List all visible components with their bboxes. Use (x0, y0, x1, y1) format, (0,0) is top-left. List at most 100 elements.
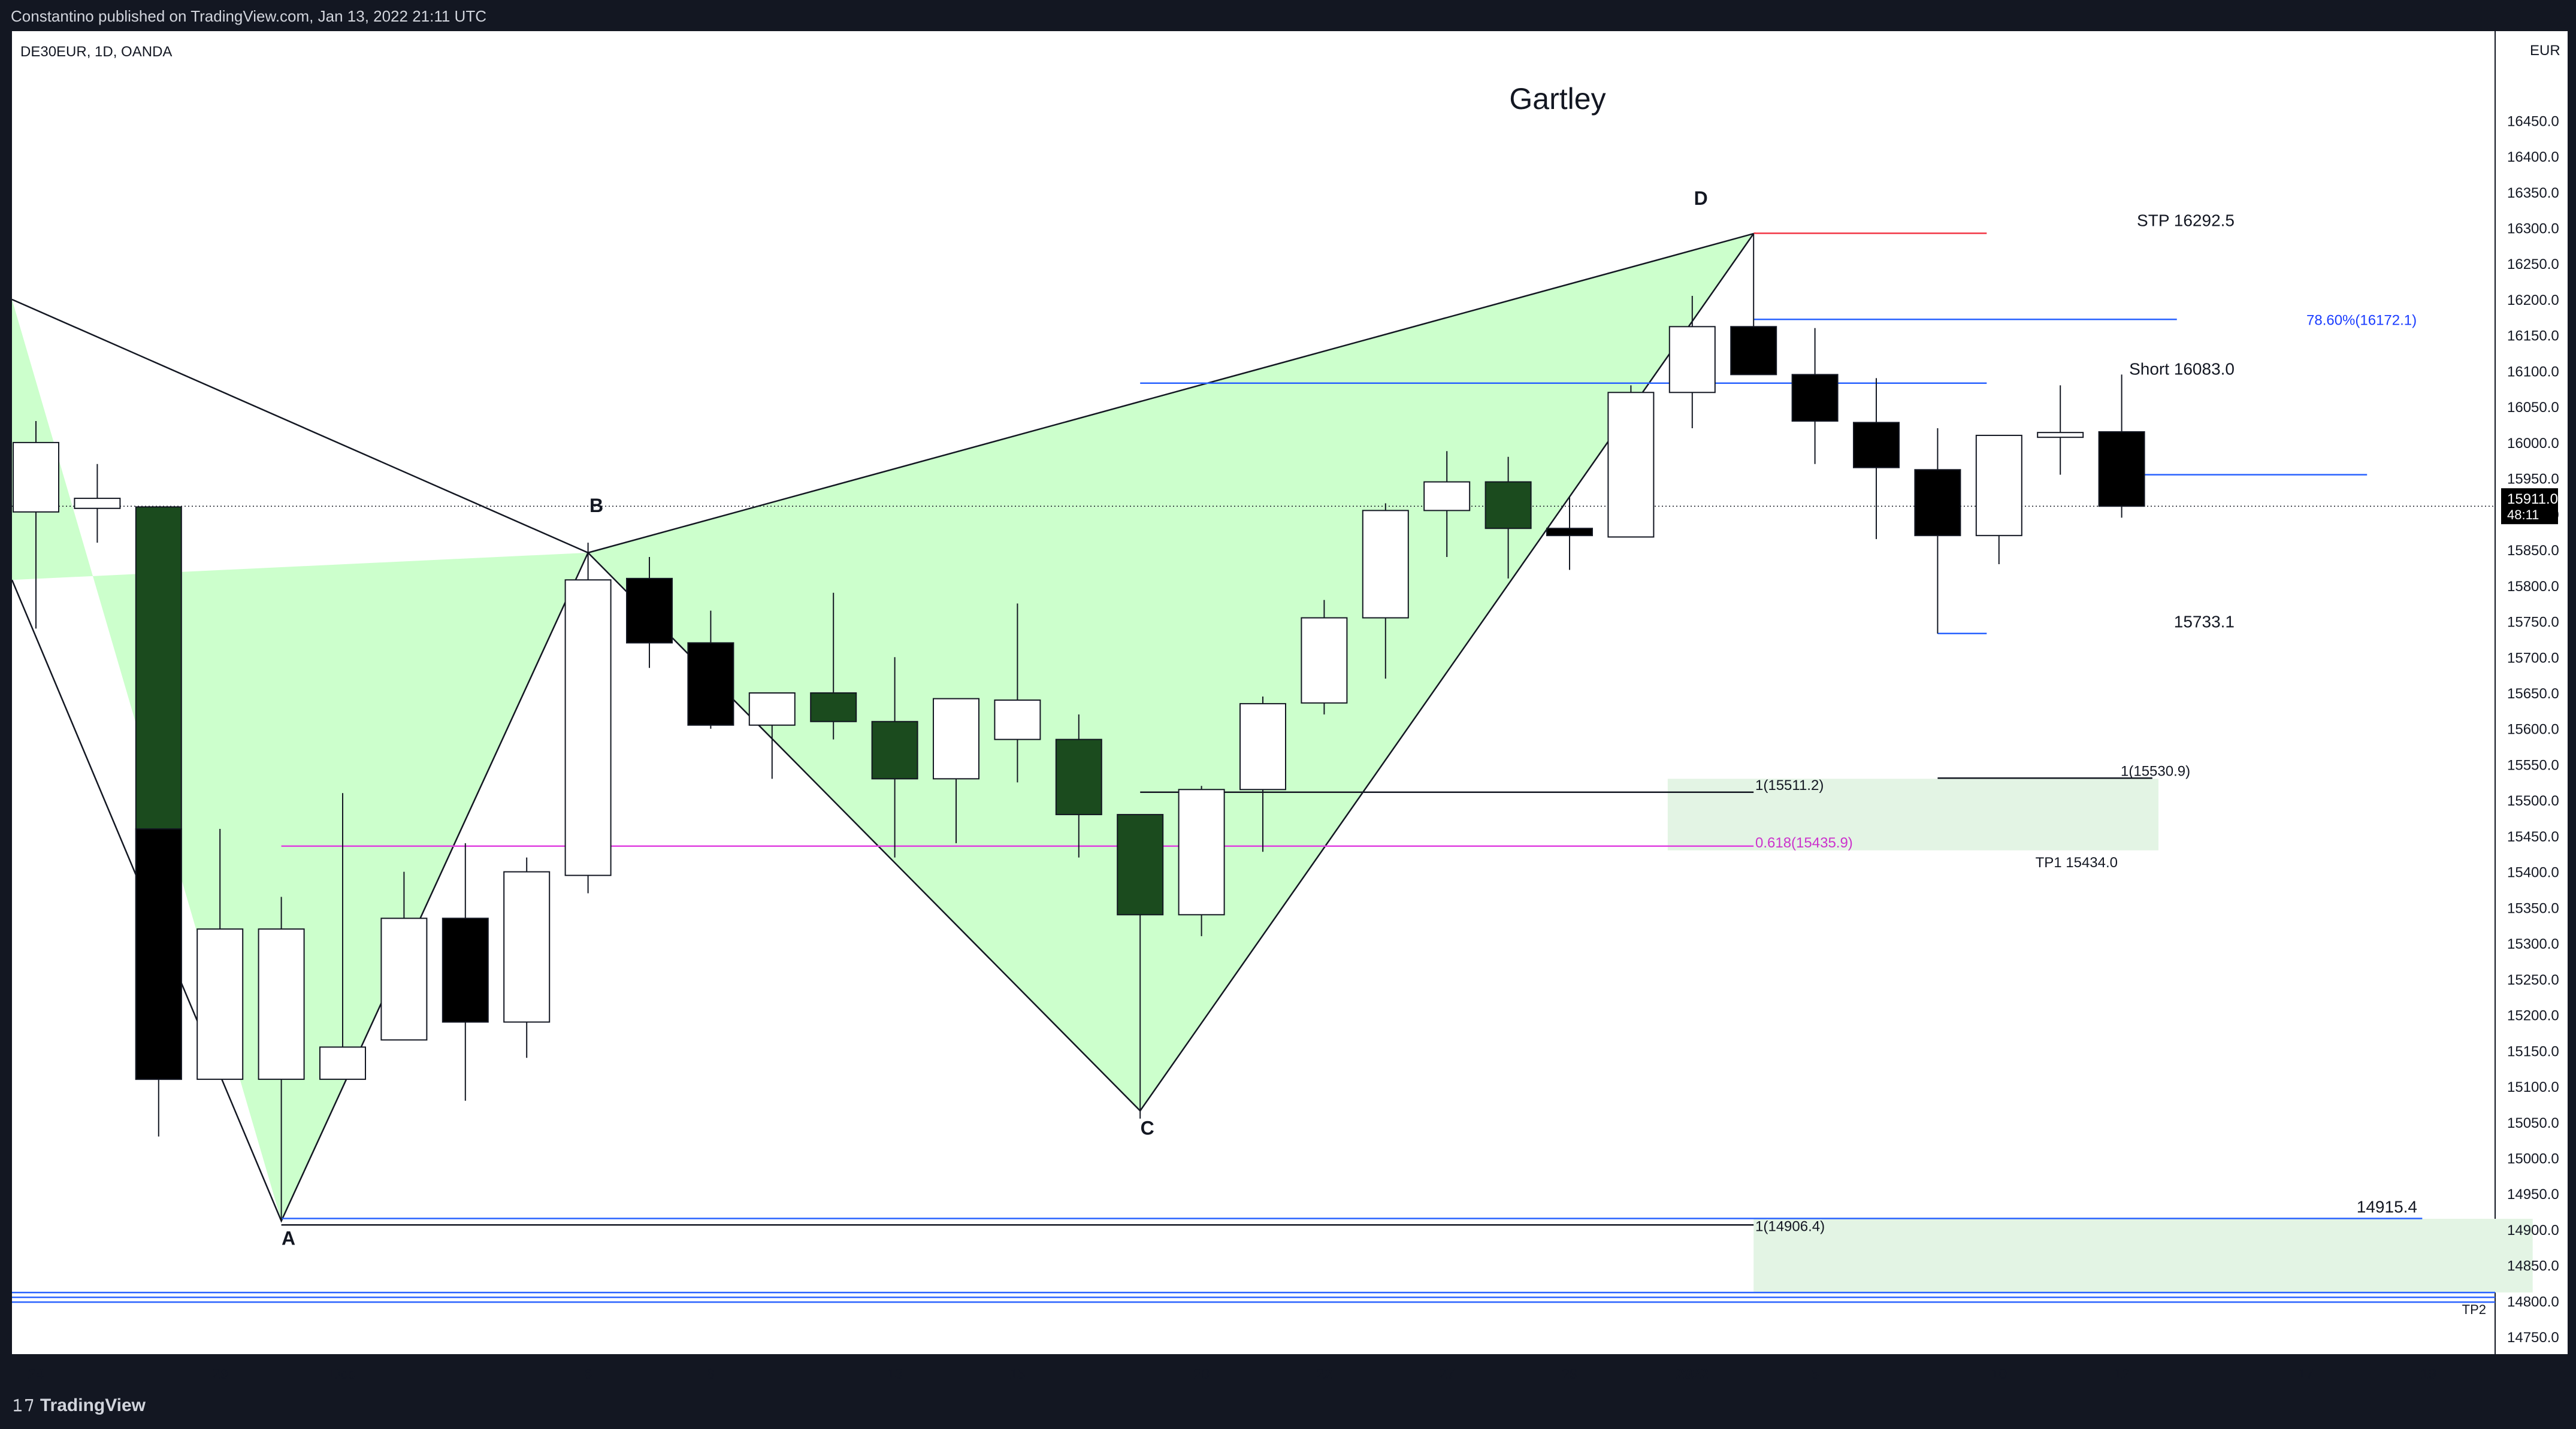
candle-body (1301, 617, 1348, 704)
point-label-c: C (1141, 1118, 1154, 1139)
y-tick-label: 16400.0 (2507, 149, 2559, 165)
y-tick-label: 15200.0 (2507, 1008, 2559, 1024)
y-tick-label: 15550.0 (2507, 757, 2559, 773)
countdown-label: 48:11 (2507, 507, 2539, 522)
candle-body (503, 871, 551, 1023)
y-tick-label: 14750.0 (2507, 1330, 2559, 1346)
fib618-label: 0.618(15435.9) (1755, 835, 1853, 851)
y-tick-label: 16150.0 (2507, 328, 2559, 344)
fib1-a-label: 1(14906.4) (1755, 1218, 1825, 1234)
last-price-label: 15911.0 (2507, 491, 2558, 507)
y-tick-label: 16300.0 (2507, 221, 2559, 237)
candle-body (1055, 738, 1102, 816)
x-tick-label: 19 (2420, 1366, 2436, 1382)
x-tick-label: 20 (1193, 1366, 1210, 1382)
y-tick-label: 15850.0 (2507, 543, 2559, 559)
y-tick-label: 16250.0 (2507, 256, 2559, 273)
candle-body (626, 577, 673, 644)
pattern-xab-fill (12, 299, 588, 1221)
currency-label: EUR (2530, 43, 2560, 59)
x-tick-label: 13 (887, 1366, 903, 1382)
candle-body (810, 692, 857, 722)
candle-body (564, 579, 612, 876)
y-tick-label: 15150.0 (2507, 1043, 2559, 1059)
x-tick-label: 24 (28, 1366, 44, 1382)
candle-body (1914, 469, 1961, 537)
bottom-bar: 𝟷𝟽 TradingView (0, 1385, 2576, 1429)
top-bar: Constantino published on TradingView.com… (0, 0, 2576, 31)
y-tick-label: 15650.0 (2507, 686, 2559, 702)
tp1-label: TP1 15434.0 (2036, 855, 2118, 871)
candle-body (258, 928, 305, 1080)
y-tick-label: 15100.0 (2507, 1079, 2559, 1095)
y-tick-label: 15700.0 (2507, 650, 2559, 666)
y-tick-label: 15600.0 (2507, 722, 2559, 738)
y-tick-label: 16200.0 (2507, 292, 2559, 308)
candle-body (687, 642, 734, 726)
x-tick-label: 22 (1316, 1366, 1332, 1382)
pattern-bcd-fill (588, 234, 1754, 1111)
y-tick-label: 16100.0 (2507, 364, 2559, 380)
x-tick-label: 29 (212, 1366, 228, 1382)
a-level-label: 14915.4 (2357, 1198, 2417, 1216)
candle-body (1975, 434, 2022, 537)
candle-body (994, 699, 1041, 740)
point-label-d: D (1694, 187, 1708, 209)
target-zone-tp1 (1667, 779, 2159, 850)
candle-body (135, 828, 182, 1080)
y-tick-label: 14850.0 (2507, 1258, 2559, 1274)
x-tick-label: Dec (330, 1366, 356, 1382)
y-tick-label: 15400.0 (2507, 865, 2559, 881)
candle-body (1668, 326, 1716, 393)
candle-body (74, 498, 121, 509)
x-tick-label: 15 (1009, 1366, 1026, 1382)
y-tick-label: 16450.0 (2507, 113, 2559, 129)
y-tick-label: 15000.0 (2507, 1151, 2559, 1167)
candle-body (1791, 374, 1839, 422)
chart-title: Gartley (1509, 82, 1606, 116)
y-tick-label: 15950.0 (2507, 471, 2559, 488)
pattern-line-abcd (11, 232, 1756, 1223)
candle-body (1484, 481, 1532, 529)
y-tick-label: 15800.0 (2507, 579, 2559, 595)
x-tick-label: 6 (584, 1366, 592, 1382)
short-label: Short 16083.0 (2129, 360, 2235, 379)
y-tick-label: 15250.0 (2507, 972, 2559, 988)
price-axis-area (2495, 31, 2568, 1355)
tv-logo-icon: 𝟷𝟽 (12, 1395, 40, 1415)
x-tick-label: 27 (1439, 1366, 1455, 1382)
fib1-b-label: 1(15530.9) (2121, 763, 2190, 779)
y-tick-label: 15050.0 (2507, 1115, 2559, 1131)
publish-info: Constantino published on TradingView.com… (11, 7, 486, 25)
candle-body (1546, 528, 1593, 537)
x-tick-label: 12 (2114, 1366, 2130, 1382)
candle-body (871, 720, 918, 780)
y-tick-label: 16050.0 (2507, 399, 2559, 416)
pattern-line-xb (11, 298, 589, 554)
candle-body (748, 692, 796, 726)
x-tick-label: 17 (2297, 1366, 2314, 1382)
candle-body (2098, 431, 2145, 507)
tv-brand-label: TradingView (40, 1395, 146, 1415)
candle-body (1730, 326, 1777, 376)
x-tick-label: 5 (1811, 1366, 1819, 1382)
tradingview-logo[interactable]: 𝟷𝟽 TradingView (12, 1395, 146, 1416)
symbol-label: DE30EUR, 1D, OANDA (20, 44, 172, 60)
candle-body (1178, 789, 1225, 916)
candle-body (1239, 703, 1286, 791)
y-tick-label: 15350.0 (2507, 900, 2559, 916)
y-tick-label: 15750.0 (2507, 614, 2559, 631)
x-tick-label: 29 (1562, 1366, 1578, 1382)
x-tick-label: 8 (707, 1366, 715, 1382)
candle-body (442, 918, 489, 1023)
last-price-tag (2501, 488, 2558, 525)
y-tick-label: 16350.0 (2507, 185, 2559, 201)
low-level-label: 15733.1 (2174, 613, 2235, 631)
tp2-label: TP2 (2462, 1302, 2486, 1317)
y-tick-label: 14800.0 (2507, 1294, 2559, 1310)
target-zone-tp2 (1753, 1219, 2533, 1293)
candle-body (1423, 481, 1471, 511)
candle-body (933, 698, 979, 780)
candle-body (1607, 392, 1655, 538)
